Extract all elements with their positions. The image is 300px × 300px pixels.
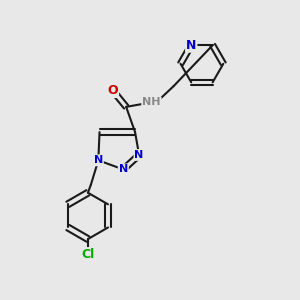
Text: N: N — [119, 164, 128, 174]
Text: N: N — [186, 39, 196, 52]
Text: O: O — [107, 84, 118, 97]
Text: N: N — [94, 155, 103, 165]
Text: NH: NH — [142, 98, 161, 107]
Text: N: N — [134, 150, 144, 160]
Text: Cl: Cl — [81, 248, 94, 261]
